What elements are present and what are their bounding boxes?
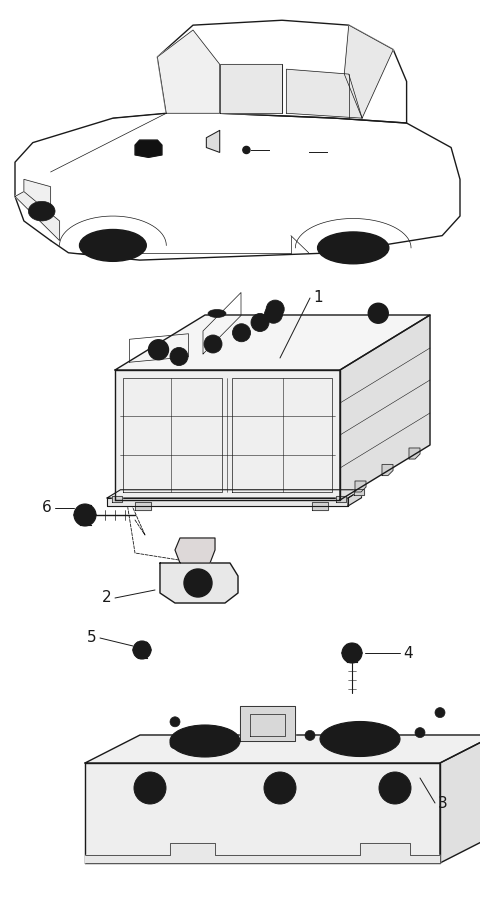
Circle shape <box>80 510 90 520</box>
Circle shape <box>170 348 188 365</box>
Polygon shape <box>340 315 430 500</box>
Circle shape <box>271 779 289 797</box>
Circle shape <box>170 739 180 749</box>
Circle shape <box>251 313 269 331</box>
Circle shape <box>141 779 159 797</box>
Polygon shape <box>112 496 122 502</box>
Circle shape <box>342 643 362 663</box>
Circle shape <box>264 772 296 804</box>
Polygon shape <box>175 538 215 563</box>
Polygon shape <box>206 130 220 153</box>
Circle shape <box>154 345 164 355</box>
Circle shape <box>148 339 168 360</box>
Text: 1: 1 <box>313 290 323 305</box>
Circle shape <box>133 641 151 659</box>
Polygon shape <box>135 502 151 510</box>
Text: 6: 6 <box>42 500 52 515</box>
Ellipse shape <box>28 201 55 221</box>
Polygon shape <box>24 180 50 228</box>
Polygon shape <box>312 502 328 510</box>
Polygon shape <box>135 140 162 157</box>
Ellipse shape <box>320 721 400 756</box>
Polygon shape <box>220 65 282 113</box>
Text: 5: 5 <box>87 630 97 646</box>
Polygon shape <box>115 315 430 370</box>
Ellipse shape <box>344 243 362 252</box>
Ellipse shape <box>318 232 389 264</box>
Circle shape <box>347 648 357 658</box>
Polygon shape <box>160 563 238 603</box>
Polygon shape <box>440 735 480 863</box>
Text: 2: 2 <box>102 591 112 605</box>
Polygon shape <box>348 489 361 506</box>
Polygon shape <box>344 25 393 119</box>
Polygon shape <box>85 735 480 763</box>
Polygon shape <box>107 489 361 498</box>
Circle shape <box>368 304 388 323</box>
Circle shape <box>243 146 250 154</box>
Polygon shape <box>336 496 346 502</box>
Polygon shape <box>157 30 220 113</box>
Circle shape <box>305 730 315 740</box>
Circle shape <box>184 569 212 597</box>
Polygon shape <box>115 370 340 500</box>
Polygon shape <box>107 498 348 506</box>
Circle shape <box>264 305 283 323</box>
Ellipse shape <box>80 230 146 261</box>
Circle shape <box>415 727 425 737</box>
Ellipse shape <box>208 310 226 318</box>
Polygon shape <box>157 21 407 123</box>
Polygon shape <box>287 69 362 119</box>
Ellipse shape <box>331 238 375 258</box>
Circle shape <box>386 779 404 797</box>
Circle shape <box>134 772 166 804</box>
Polygon shape <box>85 763 440 863</box>
Circle shape <box>379 772 411 804</box>
Circle shape <box>204 335 222 353</box>
Polygon shape <box>409 448 420 459</box>
Circle shape <box>232 324 251 342</box>
Text: 4: 4 <box>403 646 413 661</box>
Circle shape <box>190 575 206 591</box>
Circle shape <box>435 708 445 718</box>
Ellipse shape <box>91 234 135 257</box>
Circle shape <box>74 504 96 526</box>
Polygon shape <box>15 191 60 241</box>
Polygon shape <box>354 489 364 496</box>
Ellipse shape <box>104 241 122 251</box>
Polygon shape <box>382 464 393 476</box>
Circle shape <box>266 300 284 318</box>
Polygon shape <box>15 113 460 260</box>
Polygon shape <box>355 481 366 492</box>
Ellipse shape <box>180 730 230 752</box>
Text: 3: 3 <box>438 796 448 811</box>
Polygon shape <box>85 843 440 863</box>
Polygon shape <box>240 706 295 741</box>
Circle shape <box>170 717 180 726</box>
Circle shape <box>373 308 383 318</box>
Ellipse shape <box>170 725 240 757</box>
Ellipse shape <box>331 727 389 751</box>
